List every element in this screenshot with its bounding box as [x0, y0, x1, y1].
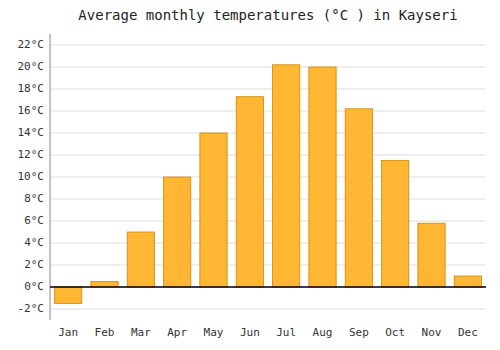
x-tick-label: Aug: [313, 326, 333, 339]
grid-line: [50, 221, 486, 222]
y-tick-label: 22°C: [18, 38, 45, 51]
y-tick-label: 8°C: [24, 192, 44, 205]
y-tick-label: 12°C: [18, 148, 45, 161]
y-tick-label: 6°C: [24, 214, 44, 227]
page: {"chart_data": {"type": "bar", "title": …: [0, 0, 500, 350]
bar: [345, 109, 372, 287]
x-tick-label: Feb: [95, 326, 115, 339]
x-tick-label: Jun: [240, 326, 260, 339]
y-grid: [50, 45, 486, 309]
grid-line: [50, 155, 486, 156]
bar: [91, 282, 118, 288]
bar: [273, 65, 300, 287]
y-tick-label: 0°C: [24, 280, 44, 293]
y-ticks: -2°C 0°C 2°C 4°C 6°C 8°C 10°C 12°C 14°C 16°C 18°C 2…: [18, 38, 45, 315]
grid-line: [50, 177, 486, 178]
x-tick-label: Jan: [58, 326, 78, 339]
grid-line: [50, 45, 486, 46]
bar: [382, 161, 409, 288]
y-tick-label: 4°C: [24, 236, 44, 249]
x-tick-label: Oct: [385, 326, 405, 339]
y-tick-label: 16°C: [18, 104, 45, 117]
x-tick-label: Dec: [458, 326, 478, 339]
grid-line: [50, 111, 486, 112]
y-tick-label: 10°C: [18, 170, 45, 183]
bar: [55, 287, 82, 304]
y-axis-line: [50, 34, 51, 320]
grid-line: [50, 133, 486, 134]
bar: [418, 223, 445, 287]
zero-line: [50, 286, 486, 288]
bar: [454, 276, 481, 287]
grid-line: [50, 287, 486, 288]
x-tick-label: Jul: [276, 326, 296, 339]
bar: [309, 67, 336, 287]
x-tick-label: Sep: [349, 326, 369, 339]
bar: [127, 232, 154, 287]
chart: -2°C 0°C 2°C 4°C 6°C 8°C 10°C 12°C 14°C 16°C 18°C 2…: [0, 0, 500, 350]
x-tick-label: Apr: [167, 326, 187, 339]
y-tick-label: 18°C: [18, 82, 45, 95]
title: Average monthly temperatures (°C ) in Ka…: [78, 7, 457, 23]
bar: [236, 97, 263, 287]
grid-line: [50, 199, 486, 200]
y-tick-label: 20°C: [18, 60, 45, 73]
bar: [200, 133, 227, 287]
grid-line: [50, 89, 486, 90]
x-tick-label: Mar: [131, 326, 151, 339]
x-tick-label: Nov: [422, 326, 442, 339]
grid-line: [50, 67, 486, 68]
bar: [164, 177, 191, 287]
y-tick-label: 2°C: [24, 258, 44, 271]
bars: [55, 65, 482, 304]
y-tick-label: 14°C: [18, 126, 45, 139]
x-tick-label: May: [204, 326, 224, 339]
grid-line: [50, 309, 486, 310]
x-ticks: Jan Feb Mar Apr May Jun Jul Aug Sep Oct Nov Dec: [58, 326, 478, 339]
y-tick-label: -2°C: [18, 302, 45, 315]
